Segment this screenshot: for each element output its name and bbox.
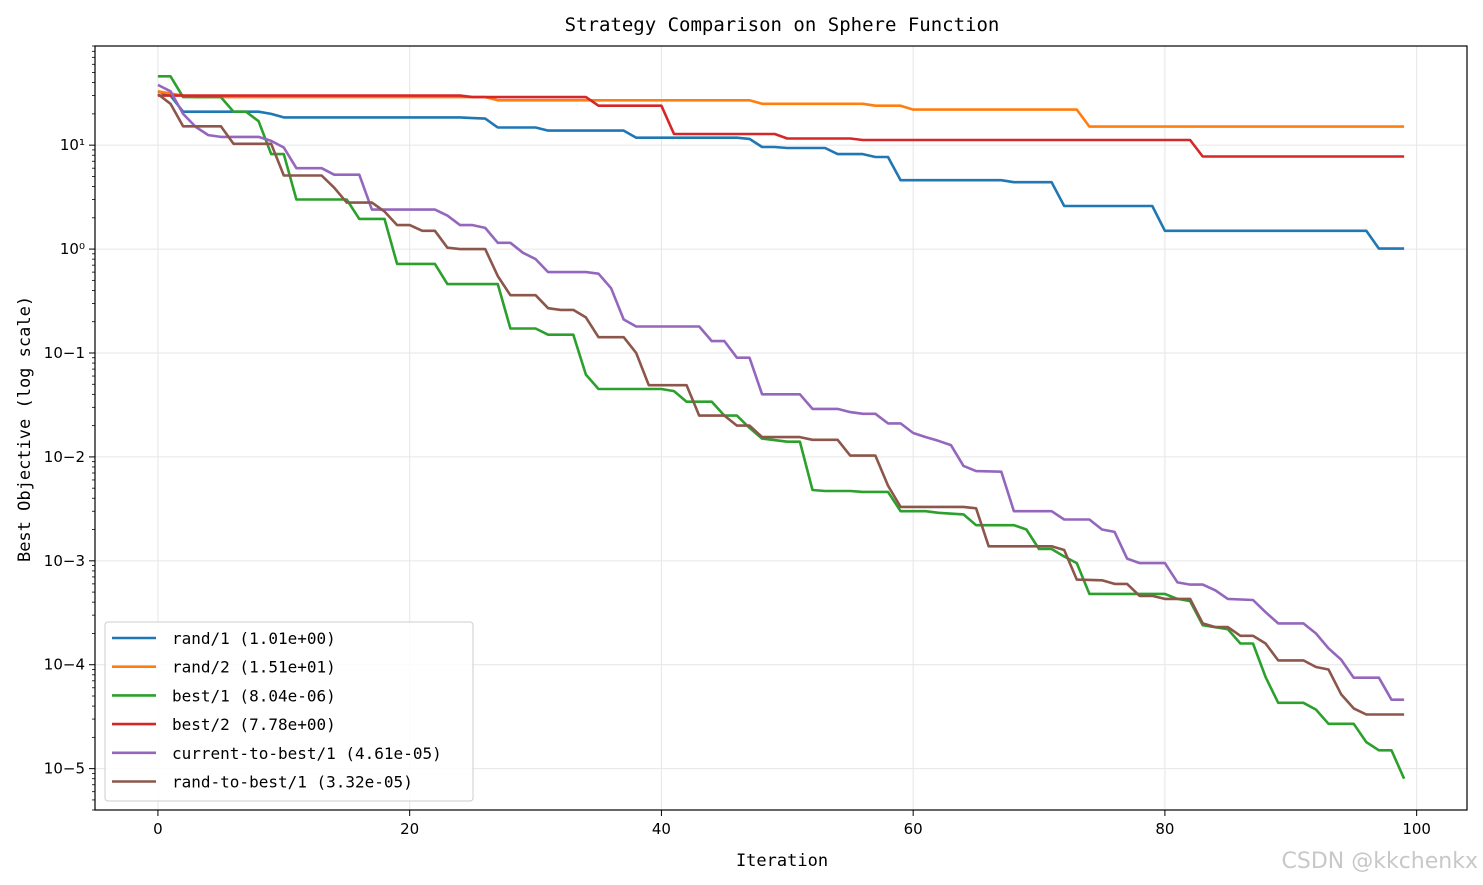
y-tick-label: 10¹ (60, 136, 85, 154)
watermark: CSDN @kkchenkx (1282, 849, 1478, 874)
x-tick-label: 60 (904, 820, 923, 838)
legend-box (104, 621, 474, 802)
y-tick-label: 10−2 (44, 448, 85, 466)
legend-label-6: rand-to-best/1 (3.32e-05) (172, 773, 413, 792)
series-line-4 (157, 94, 1405, 158)
legend-label-1: rand/1 (1.01e+00) (172, 629, 336, 648)
legend-label-5: current-to-best/1 (4.61e-05) (172, 744, 442, 763)
legend: rand/1 (1.01e+00) rand/2 (1.51e+01) best/1… (104, 621, 474, 802)
y-axis: 10¹ 10⁰ 10−1 10−2 10−3 10−4 10−5 (44, 45, 95, 811)
legend-label-4: best/2 (7.78e+00) (172, 715, 336, 734)
series-line-6 (157, 93, 1405, 716)
x-tick-label: 20 (400, 820, 419, 838)
y-axis-label: Best Objective (log scale) (15, 296, 35, 562)
legend-label-2: rand/2 (1.51e+01) (172, 658, 336, 677)
y-tick-label: 10−3 (44, 552, 85, 570)
x-axis-label: Iteration (736, 851, 828, 871)
legend-label-3: best/1 (8.04e-06) (172, 686, 336, 705)
series-line-5 (157, 83, 1405, 702)
x-axis: 0 20 40 60 80 100 (153, 810, 1431, 838)
x-tick-label: 100 (1402, 820, 1431, 838)
series-line-2 (157, 90, 1405, 128)
plot-frame (94, 45, 1468, 811)
x-tick-label: 80 (1155, 820, 1174, 838)
series-lines (157, 75, 1406, 780)
y-tick-label: 10⁰ (60, 240, 85, 258)
y-tick-label: 10−4 (44, 656, 85, 674)
y-tick-label: 10−1 (44, 344, 85, 362)
x-tick-label: 0 (153, 820, 163, 838)
x-tick-label: 40 (652, 820, 671, 838)
y-tick-label: 10−5 (44, 760, 85, 778)
series-line-1 (157, 90, 1405, 250)
chart-title: Strategy Comparison on Sphere Function (565, 14, 1000, 36)
series-line-3 (157, 75, 1406, 780)
